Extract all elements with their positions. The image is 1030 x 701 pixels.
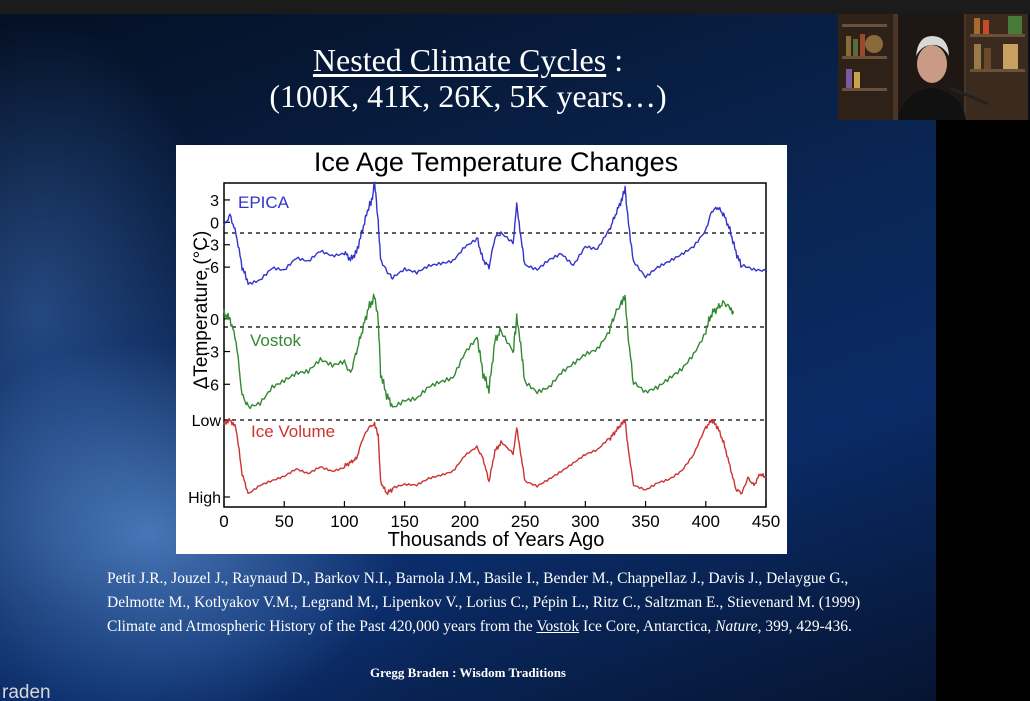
citation-part-3: , 399, 429-436. xyxy=(757,618,852,635)
series-line-epica xyxy=(223,181,767,285)
series-line-ice-volume xyxy=(223,417,767,496)
x-tick-label: 200 xyxy=(451,512,479,531)
y-tick-label: High xyxy=(188,490,221,507)
chart-svg: Ice Age Temperature Changes 0 50 100 150 200 2… xyxy=(188,147,780,551)
series-label-vostok: Vostok xyxy=(250,331,302,350)
y-tick-label: Low xyxy=(192,413,222,430)
window-top-bar xyxy=(0,0,1030,14)
y-tick-label: 0 xyxy=(210,215,219,232)
x-tick-label: 150 xyxy=(390,512,418,531)
chart-title: Ice Age Temperature Changes xyxy=(314,147,678,177)
presenter-watermark: raden xyxy=(2,682,51,701)
ice-age-chart: Ice Age Temperature Changes 0 50 100 150 200 2… xyxy=(176,145,787,554)
citation-journal: Nature xyxy=(715,618,758,635)
series-label-ice-volume: Ice Volume xyxy=(251,422,335,441)
presentation-slide: Nested Climate Cycles : (100K, 41K, 26K,… xyxy=(0,14,936,701)
x-axis-label: Thousands of Years Ago xyxy=(388,529,605,551)
y-tick-label: -6 xyxy=(205,377,219,394)
x-tick-label: 350 xyxy=(631,512,659,531)
series-line-vostok xyxy=(223,293,735,410)
x-tick-label: 300 xyxy=(571,512,599,531)
right-black-bar xyxy=(936,120,1030,701)
x-tick-label: 250 xyxy=(511,512,539,531)
series-label-epica: EPICA xyxy=(238,193,290,212)
slide-credit: Gregg Braden : Wisdom Traditions xyxy=(370,665,566,680)
y-tick-label: -3 xyxy=(205,238,219,255)
x-tick-label: 450 xyxy=(752,512,780,531)
plot-frame xyxy=(223,182,767,508)
x-tick-label: 400 xyxy=(692,512,720,531)
y-tick-label: 3 xyxy=(210,193,219,210)
y-tick-label: -6 xyxy=(205,260,219,277)
citation-text: Petit J.R., Jouzel J., Raynaud D., Barko… xyxy=(107,567,907,639)
citation-vostok-link: Vostok xyxy=(536,618,580,635)
x-tick-label: 100 xyxy=(330,512,358,531)
slide-title: Nested Climate Cycles : (100K, 41K, 26K,… xyxy=(0,42,936,114)
x-tick-label: 50 xyxy=(275,512,294,531)
citation-part-2: Ice Core, Antarctica, xyxy=(579,618,716,635)
title-line-1: Nested Climate Cycles xyxy=(312,42,607,78)
y-axis-label: ΔTemperature (°C) xyxy=(191,231,212,390)
webcam-video-feed[interactable] xyxy=(838,14,1028,120)
citation-part-1: Petit J.R., Jouzel J., Raynaud D., Barko… xyxy=(107,570,861,635)
title-line-2: (100K, 41K, 26K, 5K years…) xyxy=(269,78,667,114)
title-colon: : xyxy=(606,42,624,78)
webcam-image xyxy=(838,14,1028,120)
x-tick-label: 0 xyxy=(219,512,228,531)
y-tick-label: -3 xyxy=(205,345,219,362)
y-tick-label: 0 xyxy=(210,312,219,329)
